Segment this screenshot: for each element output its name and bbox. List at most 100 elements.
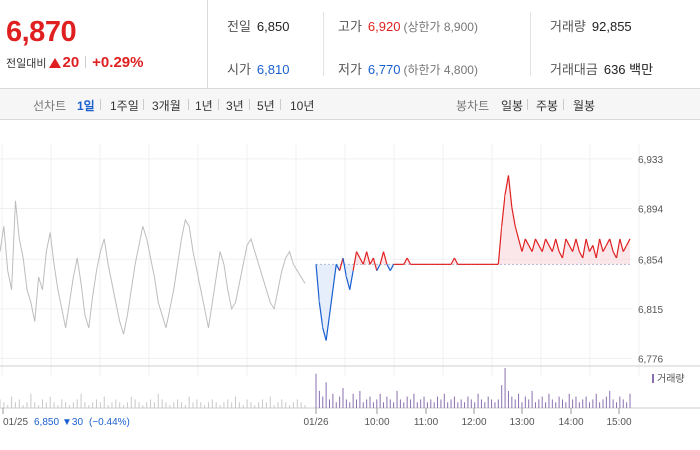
stat-value: 636 백만 [603, 62, 654, 77]
today-segment [507, 175, 513, 208]
x-tick-label: 14:00 [558, 417, 583, 428]
stat-value: 6,850 [256, 19, 290, 34]
today-segment [578, 251, 584, 259]
stat-volume: 거래량 92,855 [550, 16, 632, 35]
area-fill [505, 175, 509, 265]
area-fill [555, 238, 560, 265]
tab-1year[interactable]: 1년 [195, 99, 213, 113]
today-segment [572, 238, 577, 252]
x-tick-label: 13:00 [509, 417, 534, 428]
tab-1week[interactable]: 1주일 [110, 99, 139, 113]
upper-limit: (상한가 8,900) [403, 20, 478, 34]
tab-monthly-candle[interactable]: 월봉 [573, 99, 596, 113]
tab-3month[interactable]: 3개월 [152, 99, 181, 113]
x-tick-label: 12:00 [461, 417, 486, 428]
tab-10year[interactable]: 10년 [290, 99, 315, 113]
stat-label: 저가 [338, 62, 362, 77]
footer-change: ▼30 [62, 417, 83, 428]
area-fill [528, 245, 533, 265]
price-box: 6,870 전일대비 20 +0.29% [0, 0, 208, 88]
today-segment [575, 238, 580, 252]
stat-high: 고가 6,920 (상한가 8,900) [338, 16, 478, 35]
y-tick-label: 6,933 [638, 155, 663, 166]
current-price: 6,870 [6, 16, 77, 48]
today-segment [599, 238, 604, 252]
divider [249, 99, 250, 110]
stat-label: 전일 [227, 19, 251, 34]
divider [527, 99, 528, 110]
today-segment [328, 289, 334, 316]
today-segment [345, 276, 351, 290]
today-segment [453, 257, 459, 265]
today-segment [372, 257, 378, 271]
today-segment [362, 251, 368, 265]
today-segment [406, 257, 412, 265]
area-fill [538, 245, 543, 265]
today-segment [541, 238, 547, 252]
today-segment [352, 251, 358, 271]
today-segment [615, 238, 621, 259]
area-fill [518, 238, 522, 265]
stat-label: 거래대금 [550, 62, 598, 77]
today-segment [568, 245, 574, 252]
area-fill [609, 238, 614, 265]
stat-value: 6,770 [367, 62, 401, 77]
area-fill [511, 207, 516, 265]
today-segment [626, 238, 631, 246]
area-fill [532, 238, 536, 265]
x-axis-ticks: 01/26 10:00 11:00 12:00 13:00 14:00 15:00 [2, 408, 632, 428]
change-percent: +0.29% [92, 54, 144, 71]
volume-legend-swatch [652, 374, 654, 383]
stat-value: 92,855 [591, 19, 632, 34]
stat-value: 6,920 [367, 19, 401, 34]
today-segment [511, 207, 516, 227]
today-segment [403, 257, 408, 265]
tab-weekly-candle[interactable]: 주봉 [536, 99, 559, 113]
tab-1day[interactable]: 1일 [77, 99, 95, 113]
y-tick-label: 6,776 [638, 354, 663, 365]
tab-5year[interactable]: 5년 [257, 99, 275, 113]
area-fill [599, 238, 603, 265]
today-segment [588, 245, 594, 252]
change-label: 전일대비 [6, 58, 47, 70]
today-segment [450, 257, 455, 265]
today-segment [561, 238, 567, 259]
x-tick-label: 01/26 [303, 417, 328, 428]
area-fill [626, 238, 630, 265]
today-segment [521, 238, 526, 252]
area-fill [545, 238, 549, 265]
today-segment [545, 238, 550, 246]
today-segment [359, 257, 364, 265]
stat-prev-close: 전일 6,850 [227, 16, 289, 35]
y-tick-label: 6,894 [638, 204, 663, 215]
today-segment [558, 251, 564, 259]
stats-panel: 전일 6,850 고가 6,920 (상한가 8,900) 거래량 92,855 시가 6… [208, 0, 700, 88]
area-fill [319, 264, 323, 328]
stat-value: 6,810 [256, 62, 290, 77]
today-segment [379, 251, 385, 265]
line-chart-label: 선차트 [33, 99, 67, 113]
stat-label: 고가 [338, 19, 362, 34]
today-segment [389, 264, 395, 271]
today-segment [355, 251, 361, 259]
area-fill [606, 238, 610, 265]
today-segment [555, 238, 560, 252]
today-segment [342, 257, 347, 278]
today-segment [565, 238, 570, 246]
x-tick-label: 10:00 [364, 417, 389, 428]
price-chart[interactable]: 6,933 6,894 6,854 6,815 6,776 거래량 01/26 10:00… [0, 120, 700, 450]
today-segment [538, 245, 543, 252]
today-segment [339, 257, 344, 271]
today-segment [497, 226, 503, 265]
today-segment [605, 238, 611, 246]
area-fill [508, 175, 512, 265]
area-fill [565, 238, 570, 265]
today-segment [585, 238, 591, 252]
area-fill [542, 238, 546, 265]
tab-daily-candle[interactable]: 일봉 [501, 99, 524, 113]
today-segment [335, 264, 341, 271]
tab-3year[interactable]: 3년 [226, 99, 244, 113]
change-amount: 20 [62, 54, 80, 71]
today-segment [386, 264, 391, 271]
divider [280, 99, 281, 110]
